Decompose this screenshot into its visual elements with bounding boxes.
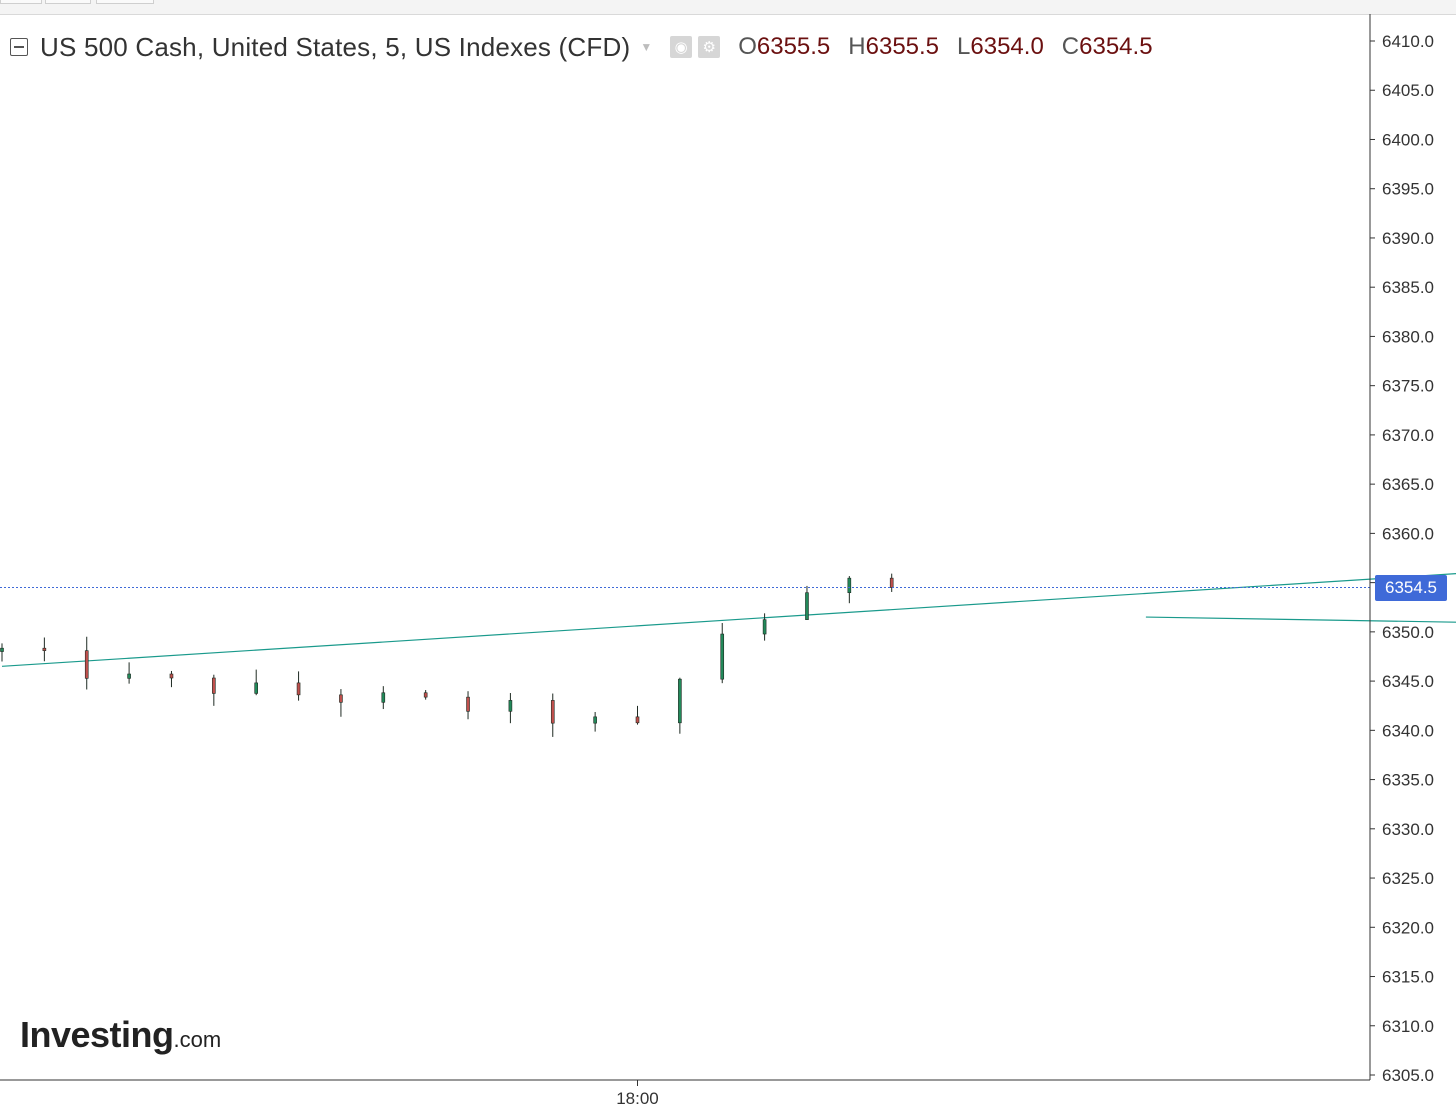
y-tick-label: 6335.0 [1382,771,1434,790]
candle-up [254,682,258,694]
y-tick-label: 6325.0 [1382,869,1434,888]
candle-up [593,716,597,724]
candle-up [762,619,767,635]
y-tick-label: 6350.0 [1382,623,1434,642]
trendline-layer[interactable] [1,164,1456,794]
x-axis-ticks: 18:0021:00703:0006:0009:0012:0018:00 [616,1080,659,1108]
axes[interactable] [0,14,1371,1081]
y-tick-label: 6360.0 [1382,524,1434,543]
eye-icon[interactable]: ◉ [670,36,693,58]
trendline [1145,616,1456,623]
candles-layer [0,573,894,737]
y-tick-label: 6330.0 [1382,820,1434,839]
y-tick-label: 6380.0 [1382,327,1434,346]
toolbar-tab[interactable] [96,0,154,4]
candle-up [678,678,682,724]
candle-down [550,700,555,724]
ohlc-low: L6354.0 [957,33,1044,60]
candle-down [84,650,89,679]
y-tick-label: 6385.0 [1382,278,1434,297]
y-tick-label: 6405.0 [1382,81,1434,100]
candle-up [805,592,809,620]
last-price-badge: 6354.5 [1375,574,1447,601]
ohlc-close: C6354.5 [1061,33,1153,60]
candle-up [508,700,513,712]
candle-up [847,577,852,593]
candle-down [42,647,47,651]
chart-legend: US 500 Cash, United States, 5, US Indexe… [10,30,1153,64]
logo-domain: .com [173,1027,222,1052]
y-tick-label: 6370.0 [1382,426,1434,445]
y-tick-label: 6320.0 [1382,918,1434,937]
y-tick-label: 6410.0 [1382,32,1434,51]
y-tick-label: 6365.0 [1382,475,1434,494]
symbol-title[interactable]: US 500 Cash, United States, 5, US Indexe… [40,31,631,62]
y-tick-label: 6345.0 [1382,672,1434,691]
collapse-icon[interactable] [10,38,28,56]
chevron-down-icon[interactable]: ▼ [640,40,653,54]
candle-down [296,682,301,696]
top-toolbar-strip [0,0,1456,15]
toolbar-tab[interactable] [45,0,91,4]
candle-down [169,673,174,679]
y-tick-label: 6395.0 [1382,180,1434,199]
candle-up [720,633,725,680]
trendline [1,573,1456,667]
y-tick-label: 6310.0 [1382,1017,1434,1036]
ohlc-open: O6355.5 [738,33,831,60]
y-tick-label: 6375.0 [1382,377,1434,396]
candle-up [381,692,386,703]
y-tick-label: 6315.0 [1382,968,1434,987]
candle-down [889,577,894,588]
x-tick-label: 18:00 [616,1089,659,1108]
candle-down [423,692,428,698]
candle-down [635,716,640,724]
gear-icon[interactable]: ⚙ [698,36,721,58]
candle-up [127,673,131,679]
y-tick-label: 6400.0 [1382,130,1434,149]
y-axis-ticks: 6410.0 6405.0 6400.0 6395.0 6390.0 6385.0 6380… [1370,32,1434,1085]
toolbar-tab[interactable] [0,0,42,4]
candle-down [339,694,343,703]
investing-logo: Investing .com [20,1014,221,1056]
y-tick-label: 6390.0 [1382,229,1434,248]
y-tick-label: 6305.0 [1382,1066,1434,1085]
candle-up [0,647,4,652]
y-tick-label: 6340.0 [1382,721,1434,740]
ohlc-high: H6355.5 [848,33,940,60]
candle-down [466,696,470,712]
candle-down [212,677,216,694]
logo-wordmark: Investing [20,1014,174,1055]
